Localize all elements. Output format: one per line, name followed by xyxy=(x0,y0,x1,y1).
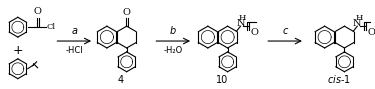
Text: N: N xyxy=(236,19,245,28)
Text: O: O xyxy=(123,8,130,17)
Text: Cl: Cl xyxy=(46,23,56,31)
Text: H: H xyxy=(356,14,363,22)
Text: O: O xyxy=(34,7,42,16)
Text: a: a xyxy=(71,26,77,36)
Text: H: H xyxy=(239,14,246,22)
Text: $\it{cis}$-1: $\it{cis}$-1 xyxy=(327,73,351,85)
Text: 4: 4 xyxy=(118,75,124,85)
Text: 10: 10 xyxy=(216,75,228,85)
Text: -H₂O: -H₂O xyxy=(164,46,183,55)
Text: O: O xyxy=(251,28,258,37)
Text: b: b xyxy=(170,26,176,36)
Text: -HCl: -HCl xyxy=(65,46,83,55)
Text: N: N xyxy=(353,19,362,28)
Text: +: + xyxy=(12,44,23,57)
Text: c: c xyxy=(282,26,288,36)
Text: O: O xyxy=(367,28,375,37)
